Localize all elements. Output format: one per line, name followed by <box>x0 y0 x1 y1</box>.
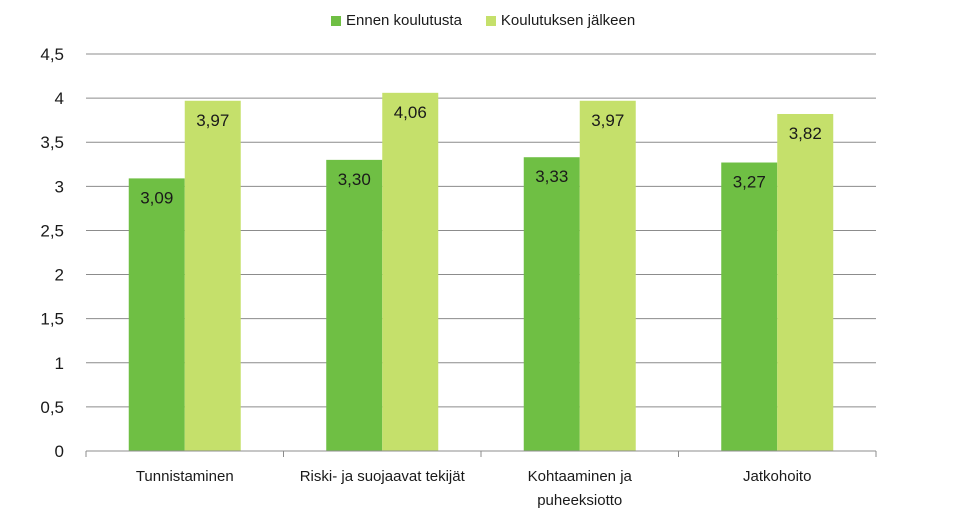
y-tick-label: 2 <box>55 266 64 285</box>
y-tick-label: 2,5 <box>40 221 64 240</box>
y-tick-label: 0 <box>55 442 64 461</box>
bar-before <box>326 159 383 451</box>
x-tick-label: Kohtaaminen ja <box>528 468 633 485</box>
chart-legend: Ennen koulutusta Koulutuksen jälkeen <box>331 12 659 29</box>
x-tick-label: Jatkohoito <box>743 468 811 485</box>
y-tick-label: 1,5 <box>40 310 64 329</box>
data-label: 3,09 <box>140 188 173 207</box>
data-label: 3,97 <box>591 111 624 130</box>
legend-item-after: Koulutuksen jälkeen <box>485 12 636 29</box>
legend-swatch-after <box>485 15 496 26</box>
bar-before <box>721 162 778 451</box>
data-label: 3,33 <box>535 167 568 186</box>
y-tick-label: 0,5 <box>40 398 64 417</box>
legend-label-before: Ennen koulutusta <box>346 12 462 29</box>
bar-after <box>579 100 636 451</box>
bar-after <box>382 92 439 451</box>
y-tick-label: 4 <box>55 89 64 108</box>
legend-swatch-before <box>331 15 341 26</box>
legend-label-after: Koulutuksen jälkeen <box>500 12 636 29</box>
bar-before <box>523 157 580 451</box>
x-tick-label: puheeksiotto <box>537 492 622 509</box>
data-label: 3,30 <box>338 170 371 189</box>
bar-after <box>184 100 241 451</box>
y-tick-label: 3,5 <box>40 133 64 152</box>
y-tick-label: 4,5 <box>40 45 64 64</box>
data-label: 3,27 <box>733 173 766 192</box>
y-tick-label: 1 <box>55 354 64 373</box>
data-label: 3,82 <box>789 124 822 143</box>
data-label: 4,06 <box>394 103 427 122</box>
data-label: 3,97 <box>196 111 229 130</box>
bar-before <box>128 178 185 452</box>
x-tick-label: Tunnistaminen <box>136 468 234 485</box>
legend-item-before: Ennen koulutusta <box>331 12 462 29</box>
bar-after <box>777 113 834 451</box>
y-tick-label: 3 <box>55 177 64 196</box>
x-tick-label: Riski- ja suojaavat tekijät <box>300 468 466 485</box>
